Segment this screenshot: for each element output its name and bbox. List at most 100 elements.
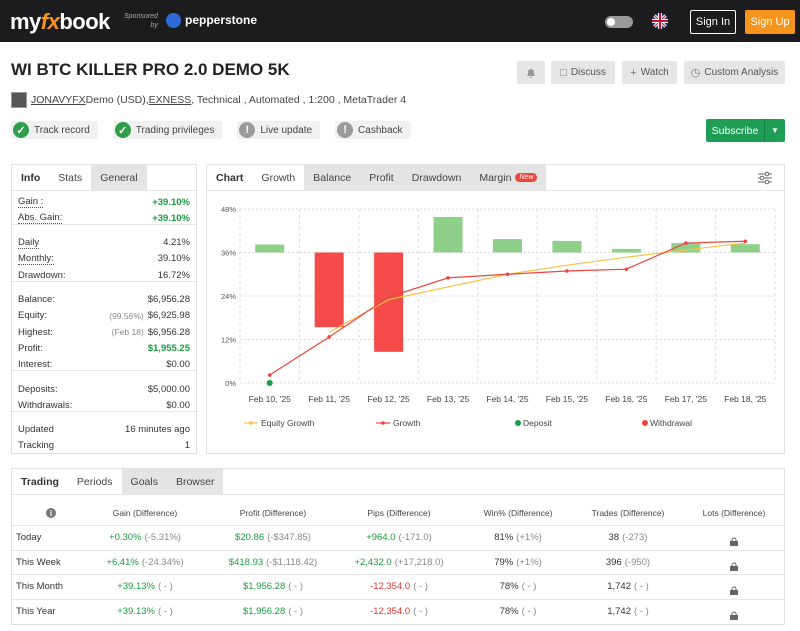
sponsor[interactable]: pepperstone xyxy=(185,13,258,27)
tab[interactable]: Balance xyxy=(304,165,361,190)
cell-difference: (+17,218.0) xyxy=(394,556,444,568)
separator xyxy=(12,280,196,282)
lock xyxy=(730,611,738,620)
theme-toggle[interactable] xyxy=(605,16,633,28)
tab[interactable]: Browser xyxy=(166,469,224,494)
info-label: Tracking xyxy=(18,440,55,452)
language-flag[interactable] xyxy=(652,13,668,29)
cell-difference: ( - ) xyxy=(521,605,537,617)
cell: 38 (-273) xyxy=(568,532,688,543)
action-button[interactable]: + Watch xyxy=(622,61,677,84)
cell-value: +0.30% xyxy=(109,532,142,543)
cell-value: +39.13% xyxy=(117,581,155,592)
cell-value: 81% xyxy=(494,532,514,543)
x-tick-label: Feb 10, '25 xyxy=(249,394,292,404)
info-tabs: Info Stats General xyxy=(12,165,196,191)
cell: +6.41% (-24.34%) xyxy=(85,557,205,568)
badge-label: Trading privileges xyxy=(135,124,215,136)
info-value: $0.00 xyxy=(166,359,190,371)
info-label: Interest: xyxy=(18,359,53,371)
cell: +964.0 (-171.0) xyxy=(339,532,459,543)
info-label: Equity: xyxy=(18,310,48,322)
tab[interactable]: Chart xyxy=(207,165,253,190)
info-value-group: $6,956.28 xyxy=(148,294,190,305)
line xyxy=(328,242,746,333)
sign-up-button[interactable]: Sign Up xyxy=(745,10,795,34)
cell: $418.93 (-$1,118.42) xyxy=(213,557,333,568)
info-value: $5,000.00 xyxy=(147,383,190,395)
legend-label: Equity Growth xyxy=(261,418,315,428)
badge-label: Track record xyxy=(34,124,90,136)
info-label: Abs. Gain: xyxy=(18,212,63,225)
cell-difference: ( - ) xyxy=(634,605,649,617)
sign-in-button[interactable]: Sign In xyxy=(690,10,736,34)
bell-icon xyxy=(527,68,535,78)
bar xyxy=(374,252,404,352)
tab[interactable]: Drawdown xyxy=(402,165,471,190)
chart-panel: Chart Growth Balance Profit Drawdown Margin Ne… xyxy=(206,164,785,454)
toggle-knob xyxy=(607,18,615,26)
info-value: 16 minutes ago xyxy=(125,424,190,436)
point xyxy=(266,380,273,386)
tab-label: Growth xyxy=(261,171,296,184)
bar xyxy=(552,240,582,253)
subscribe-button[interactable]: Subscribe ▼ xyxy=(706,119,785,142)
info-label: Monthly: xyxy=(18,252,54,265)
bar xyxy=(255,244,285,253)
alert-button[interactable] xyxy=(517,61,545,84)
info-value-group: 39.10% xyxy=(158,253,190,264)
cell-value: 78% xyxy=(499,605,519,617)
tab[interactable]: Goals xyxy=(121,469,167,494)
legend-marker xyxy=(249,421,253,425)
bar xyxy=(314,252,344,328)
cell: +0.30% (-5.31%) xyxy=(85,532,205,543)
tab[interactable]: Periods xyxy=(67,469,122,494)
action-label: Watch xyxy=(640,67,669,78)
info-label: Deposits: xyxy=(18,383,58,395)
cell-difference: ( - ) xyxy=(288,605,304,617)
info-row: Highest: (Feb 18) $6,956.28 xyxy=(18,325,190,339)
row-separator xyxy=(12,525,784,526)
status-badge: ✓ Trading privileges xyxy=(112,121,223,139)
tab[interactable]: Margin New xyxy=(470,165,547,190)
cell-value: +39.13% xyxy=(117,605,155,617)
tab[interactable]: Info xyxy=(12,165,50,190)
info-label: Highest: xyxy=(18,326,53,338)
info-row: Profit: $1,955.25 xyxy=(18,341,190,355)
action-button[interactable]: □ Discuss xyxy=(551,61,615,84)
tab[interactable]: General xyxy=(91,165,147,190)
page-title: WI BTC KILLER PRO 2.0 DEMO 5K xyxy=(11,60,290,79)
line-marker xyxy=(684,241,688,245)
check-icon: ✓ xyxy=(13,122,29,138)
info-row: Equity: (99.56%) $6,925.98 xyxy=(18,309,190,323)
logo-part: fx xyxy=(40,9,60,34)
legend-marker xyxy=(381,421,385,425)
action-icon: □ xyxy=(560,66,567,79)
status-badge: ! Live update xyxy=(237,121,321,139)
tab[interactable]: Trading xyxy=(12,469,68,494)
separator xyxy=(12,370,196,371)
user-link[interactable]: JONAVYFX xyxy=(31,94,86,106)
subscribe-dropdown[interactable]: ▼ xyxy=(764,119,785,142)
broker-link[interactable]: EXNESS xyxy=(148,94,192,106)
info-value: $1,955.25 xyxy=(147,342,190,354)
cell-difference: (-$1,118.42) xyxy=(266,556,318,568)
tab[interactable]: Profit xyxy=(360,165,403,190)
tab[interactable]: Growth xyxy=(252,165,305,190)
tab[interactable]: Stats xyxy=(49,165,92,190)
line-marker xyxy=(505,272,510,277)
line-marker xyxy=(386,295,391,299)
info-row: Tracking 1 xyxy=(18,439,190,453)
column-header: Win% (Difference) xyxy=(483,508,553,518)
info-row: Updated 16 minutes ago xyxy=(18,423,190,437)
logo[interactable]: myfxbook xyxy=(10,9,110,35)
cell-value: +964.0 xyxy=(366,532,396,543)
cell-difference: (-5.31%) xyxy=(144,532,181,543)
action-button[interactable]: ◷ Custom Analysis xyxy=(684,61,785,84)
warning-icon: ! xyxy=(337,122,354,138)
cell-value: $20.86 xyxy=(235,532,265,543)
cell: -12,354.0( - ) xyxy=(339,581,459,592)
lock-icon xyxy=(730,558,738,571)
settings-icon[interactable] xyxy=(757,171,773,185)
x-tick-label: Feb 13, '25 xyxy=(427,394,470,404)
